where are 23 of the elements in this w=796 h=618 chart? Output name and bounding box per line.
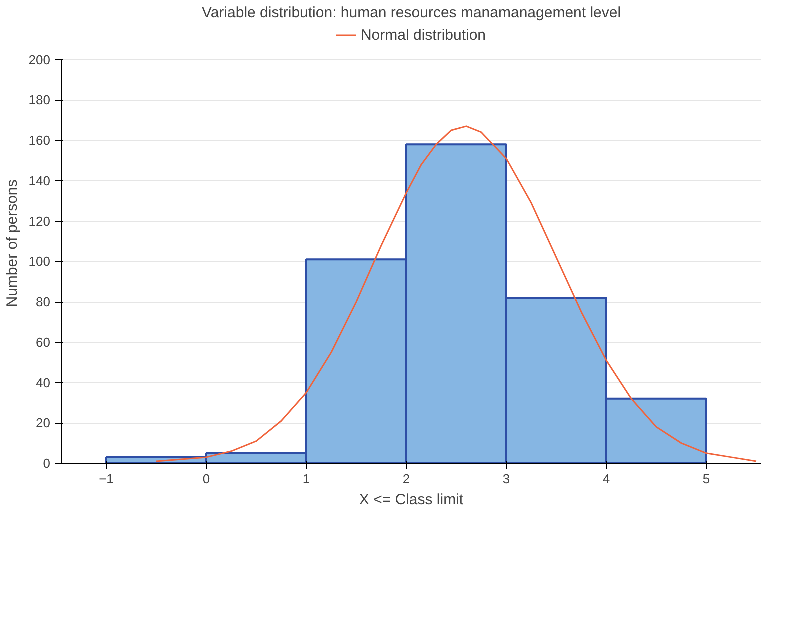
y-tick-label: 200 <box>28 52 51 68</box>
y-tick-label: 180 <box>28 92 51 108</box>
y-tick-label: 80 <box>36 294 51 310</box>
x-tick-label: 1 <box>302 472 310 486</box>
x-tick-label: 4 <box>602 472 610 486</box>
y-tick-label: 160 <box>28 133 51 148</box>
y-tick-label: 120 <box>28 214 51 229</box>
x-tick-label: 3 <box>502 472 510 486</box>
x-tick-label: −1 <box>99 472 114 486</box>
x-tick-label: 2 <box>402 472 410 486</box>
chart-title: Variable distribution: human resources manamanagement level <box>202 4 622 22</box>
x-axis-title: X <= Class limit <box>359 492 464 508</box>
y-tick-label: 0 <box>43 456 51 471</box>
y-tick-label: 40 <box>36 375 51 390</box>
legend-label: Normal distribution <box>360 26 486 44</box>
y-axis-title: Number of persons <box>4 180 21 308</box>
x-tick-label: 5 <box>702 472 710 486</box>
line-series <box>156 126 758 462</box>
y-tick-label: 20 <box>36 416 51 431</box>
y-tick-label: 140 <box>28 173 51 188</box>
y-tick-label: 60 <box>36 334 51 350</box>
y-tick-label: 100 <box>28 254 51 270</box>
x-tick-label: 0 <box>202 472 210 486</box>
